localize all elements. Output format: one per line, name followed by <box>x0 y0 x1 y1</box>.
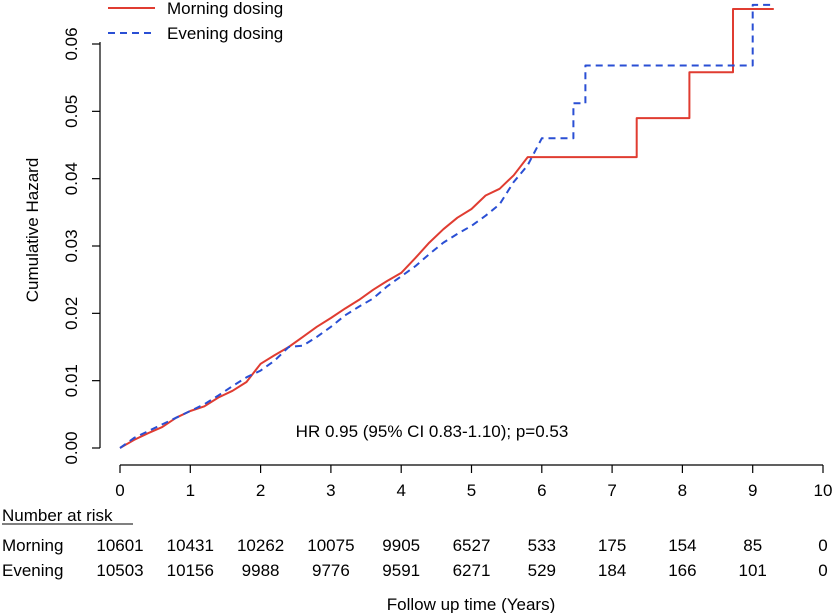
risk-count-cell: 533 <box>528 536 556 555</box>
legend: Morning dosing Evening dosing <box>108 0 283 43</box>
y-tick-label: 0.02 <box>62 297 81 330</box>
risk-table: Morning 10601 10431 10262 10075 9905 6527 533 17… <box>2 536 828 580</box>
legend-label-morning: Morning dosing <box>167 0 283 18</box>
risk-count-cell: 175 <box>598 536 626 555</box>
x-tick-label: 7 <box>607 481 616 500</box>
y-axis-title: Cumulative Hazard <box>23 158 42 303</box>
legend-label-evening: Evening dosing <box>167 24 283 43</box>
y-tick-label: 0.05 <box>62 95 81 128</box>
risk-count-cell: 529 <box>528 561 556 580</box>
y-tick-label: 0.06 <box>62 27 81 60</box>
risk-count-cell: 9905 <box>382 536 420 555</box>
x-tick-label: 10 <box>814 481 833 500</box>
risk-count-cell: 9591 <box>382 561 420 580</box>
x-tick-label: 4 <box>396 481 405 500</box>
risk-count-cell: 85 <box>743 536 762 555</box>
x-tick-label: 1 <box>186 481 195 500</box>
risk-count-cell: 6271 <box>453 561 491 580</box>
hazard-ratio-annotation: HR 0.95 (95% CI 0.83-1.10); p=0.53 <box>296 422 569 441</box>
risk-count-cell: 10601 <box>96 536 143 555</box>
risk-count-cell: 10262 <box>237 536 284 555</box>
risk-count-cell: 10431 <box>167 536 214 555</box>
x-tick-label: 8 <box>678 481 687 500</box>
series-line-evening <box>119 3 771 449</box>
x-tick-label: 9 <box>748 481 757 500</box>
x-axis-title: Follow up time (Years) <box>387 595 556 613</box>
risk-row-label: Evening <box>2 561 63 580</box>
y-tick-label: 0.03 <box>62 229 81 262</box>
risk-table-title: Number at risk <box>2 506 113 525</box>
risk-count-cell: 6527 <box>453 536 491 555</box>
risk-count-cell: 9776 <box>312 561 350 580</box>
risk-count-cell: 10156 <box>167 561 214 580</box>
x-ticks: 0 1 2 3 4 5 6 7 8 9 10 <box>115 465 832 500</box>
risk-count-cell: 10075 <box>307 536 354 555</box>
x-tick-label: 3 <box>326 481 335 500</box>
series-layer <box>119 3 774 449</box>
x-tick-label: 0 <box>115 481 124 500</box>
risk-count-cell: 10503 <box>96 561 143 580</box>
risk-count-cell: 0 <box>818 561 827 580</box>
risk-count-cell: 9988 <box>242 561 280 580</box>
y-tick-label: 0.00 <box>62 431 81 464</box>
risk-count-cell: 101 <box>739 561 767 580</box>
risk-count-cell: 0 <box>818 536 827 555</box>
y-ticks: 0.00 0.01 0.02 0.03 0.04 0.05 0.06 <box>62 27 100 465</box>
risk-count-cell: 154 <box>668 536 696 555</box>
y-tick-label: 0.01 <box>62 364 81 397</box>
y-tick-label: 0.04 <box>62 162 81 195</box>
risk-count-cell: 166 <box>668 561 696 580</box>
risk-count-cell: 184 <box>598 561 626 580</box>
x-tick-label: 6 <box>537 481 546 500</box>
x-tick-label: 2 <box>256 481 265 500</box>
x-tick-label: 5 <box>467 481 476 500</box>
risk-row-label: Morning <box>2 536 63 555</box>
series-line-morning <box>119 8 774 449</box>
